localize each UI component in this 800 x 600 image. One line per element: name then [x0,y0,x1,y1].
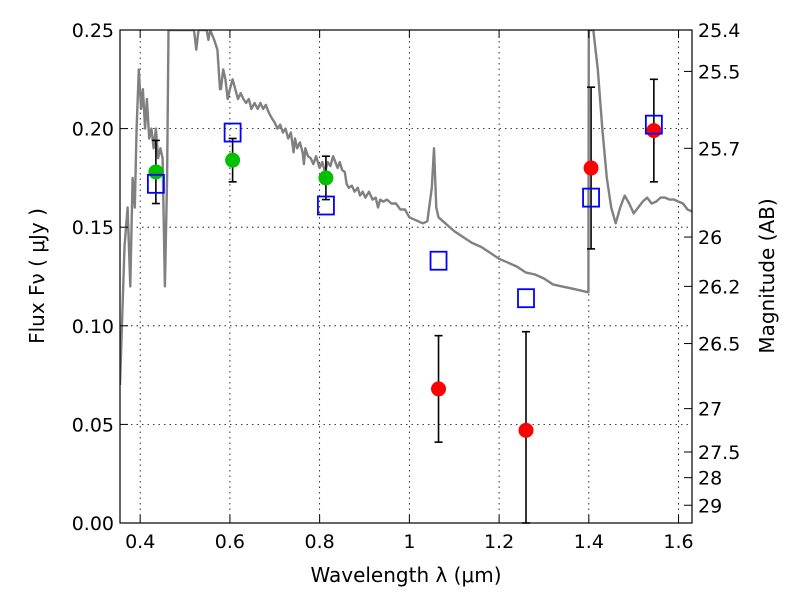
x-tick-label: 0.4 [125,531,155,553]
y2-tick-label: 25.7 [698,138,740,160]
y-tick-label: 0.05 [72,414,114,436]
model-flux-square [146,173,165,194]
flux-point [318,170,334,186]
model-flux-square [317,195,335,216]
flux-point [518,422,534,438]
model-spectrum-line [120,30,692,386]
model-flux-square [517,288,535,309]
flux-point [148,164,164,180]
y2-tick-label: 26 [698,227,722,249]
y-tick-label: 0.00 [72,513,114,535]
flux-point [646,123,662,139]
model-flux-square [582,187,600,208]
flux-point [225,152,241,168]
y2-tick-label: 27.5 [698,442,740,464]
y2-tick-label: 26.5 [698,334,740,356]
y2-axis-label: Magnitude (AB) [755,198,779,353]
model-flux-square [429,250,448,271]
x-tick-label: 1.6 [663,531,693,553]
model-flux-square [644,114,663,135]
data-points [146,114,663,438]
error-bars [151,78,658,524]
y2-tick-label: 28 [698,468,722,490]
model-flux-square [223,122,242,143]
y2-tick-label: 27 [698,399,722,421]
model-spectrum [120,30,692,386]
x-axis-label: Wavelength λ (μm) [310,563,501,587]
y-axis-label: Flux Fν ( μJy ) [25,208,49,344]
flux-point [431,381,447,397]
plot-frame [119,29,693,524]
y-tick-label: 0.20 [72,119,114,141]
x-tick-label: 0.6 [215,531,245,553]
y2-tick-label: 29 [698,495,722,517]
axis-ticks: 0.4 0.6 0.8 1 1.2 1.4 1.6 0.00 0.05 0.10 0.15 0.20 0… [72,20,741,553]
x-tick-label: 1 [403,531,415,553]
x-tick-label: 0.8 [305,531,335,553]
y2-tick-label: 25.4 [698,20,740,42]
y2-tick-label: 25.5 [698,61,740,83]
grid [120,30,692,523]
y-tick-label: 0.15 [72,217,114,239]
y-tick-label: 0.10 [72,316,114,338]
y2-tick-label: 26.2 [698,276,740,298]
y-tick-label: 0.25 [72,20,114,42]
flux-point [583,160,599,176]
x-tick-label: 1.2 [484,531,514,553]
x-tick-label: 1.4 [574,531,604,553]
